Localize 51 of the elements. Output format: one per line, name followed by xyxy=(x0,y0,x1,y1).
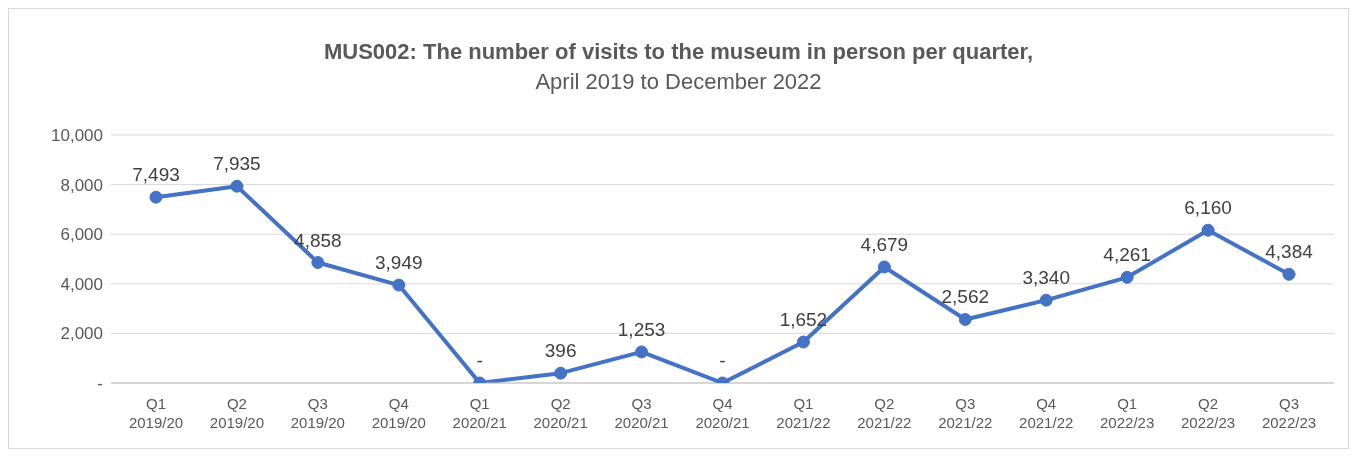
y-tick-label: 2,000 xyxy=(60,324,103,344)
x-tick-label: Q1 2020/21 xyxy=(452,395,507,431)
x-tick-label: Q3 2022/23 xyxy=(1261,395,1317,431)
data-label: 7,935 xyxy=(213,153,261,175)
x-tick-label: Q4 2021/22 xyxy=(1019,395,1074,431)
x-tick-label: Q3 2021/22 xyxy=(938,395,993,431)
data-label: 1,652 xyxy=(779,309,828,331)
chart-subtitle: April 2019 to December 2022 xyxy=(534,69,823,95)
point xyxy=(311,256,325,270)
x-tick-label: Q4 2020/21 xyxy=(695,395,750,431)
data-label: 4,384 xyxy=(1265,241,1314,263)
data-label: 3,340 xyxy=(1022,267,1070,289)
point xyxy=(1039,293,1053,307)
data-label: 4,679 xyxy=(860,233,909,255)
point xyxy=(149,190,163,204)
data-label: 4,858 xyxy=(294,229,342,251)
data-label: 4,261 xyxy=(1103,244,1151,266)
data-label: 3,949 xyxy=(375,252,423,274)
point xyxy=(796,335,810,349)
x-tick-label: Q4 2019/20 xyxy=(371,395,426,431)
x-tick-label: Q2 2019/20 xyxy=(209,395,265,431)
y-tick-label: 10,000 xyxy=(51,126,103,146)
point xyxy=(958,312,972,326)
data-label: 7,493 xyxy=(132,164,180,186)
data-label: 396 xyxy=(544,340,577,362)
y-tick-label: 4,000 xyxy=(60,274,103,294)
point xyxy=(1201,223,1215,237)
x-tick-label: Q3 2019/20 xyxy=(290,395,345,431)
data-label: - xyxy=(719,350,726,371)
point xyxy=(635,345,649,359)
point xyxy=(230,179,244,193)
x-tick-label: Q1 2019/20 xyxy=(128,395,184,431)
y-tick-label: 8,000 xyxy=(60,175,103,195)
x-tick-label: Q2 2021/22 xyxy=(857,395,912,431)
x-tick-label: Q2 2020/21 xyxy=(533,395,588,431)
data-label: - xyxy=(476,350,483,371)
x-tick-label: Q3 2020/21 xyxy=(614,395,669,431)
point xyxy=(1120,270,1134,284)
data-label: 2,562 xyxy=(941,286,990,308)
x-tick-label: Q2 2022/23 xyxy=(1180,395,1236,431)
point xyxy=(392,278,406,292)
data-label: 6,160 xyxy=(1184,197,1232,219)
point xyxy=(554,366,568,380)
chart-title: MUS002: The number of visits to the museum in person per quarter, xyxy=(323,39,1034,65)
y-tick-label: 6,000 xyxy=(60,225,103,245)
point xyxy=(1282,267,1296,281)
point xyxy=(877,260,891,274)
y-tick-label: - xyxy=(97,374,103,394)
x-tick-label: Q1 2021/22 xyxy=(776,395,831,431)
x-tick-label: Q1 2022/23 xyxy=(1100,395,1155,431)
data-label: 1,253 xyxy=(617,318,666,340)
